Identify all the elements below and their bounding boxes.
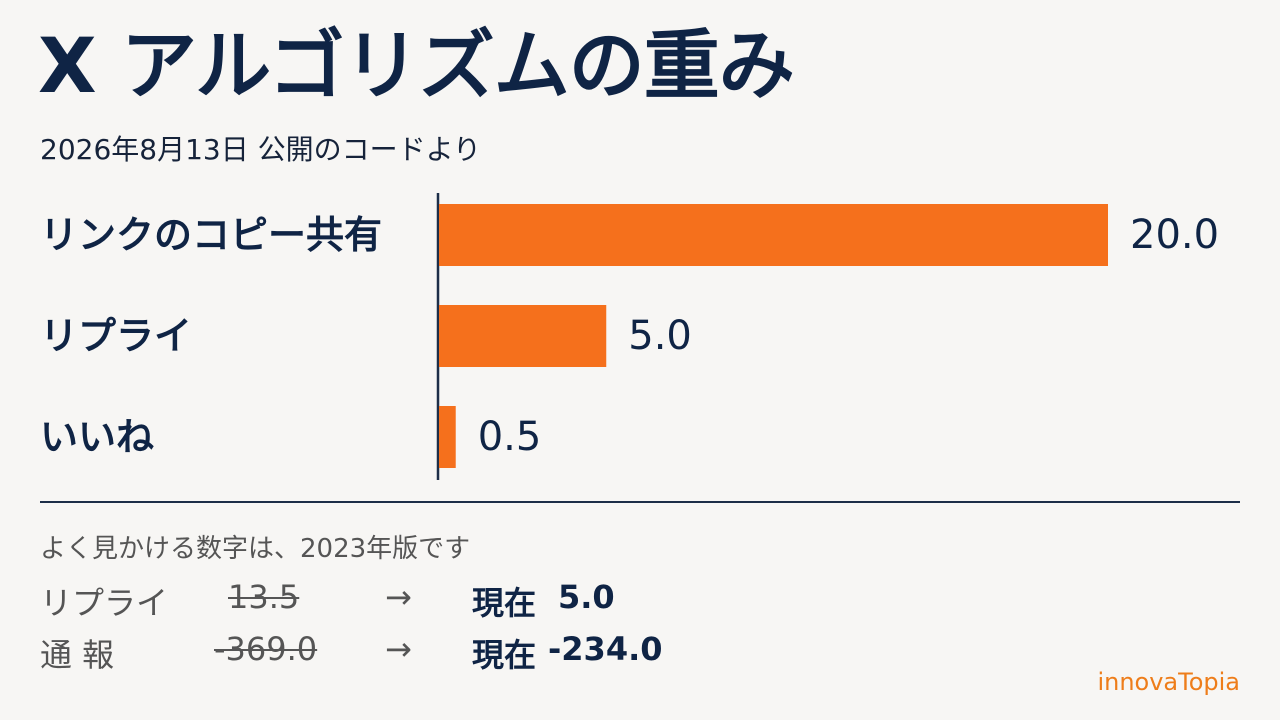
chart-title: X アルゴリズムの重み bbox=[38, 21, 795, 110]
note-text: よく見かける数字は、2023年版です bbox=[40, 534, 471, 564]
comparison-now-label: 現在 bbox=[472, 584, 537, 622]
category-label: リンクのコピー共有 bbox=[40, 213, 382, 257]
value-label: 5.0 bbox=[628, 313, 692, 359]
divider bbox=[40, 501, 1240, 503]
arrow-icon: → bbox=[385, 630, 412, 668]
comparison-new-value: 5.0 bbox=[558, 578, 615, 616]
comparison-name: リプライ bbox=[40, 584, 169, 622]
category-label: リプライ bbox=[40, 314, 192, 358]
bar bbox=[439, 305, 607, 367]
brand-logo-text: innovaTopia bbox=[1097, 668, 1240, 696]
bar-chart: リンクのコピー共有 20.0 リプライ 5.0 いいね 0.5 bbox=[40, 193, 1219, 480]
bar bbox=[439, 204, 1108, 266]
bar bbox=[439, 406, 456, 468]
comparison-row-report: 通 報 -369.0 → 現在 -234.0 bbox=[40, 630, 840, 674]
comparison-name: 通 報 bbox=[40, 636, 115, 674]
arrow-icon: → bbox=[385, 578, 412, 616]
value-label: 20.0 bbox=[1130, 212, 1219, 258]
chart-subtitle: 2026年8月13日 公開のコードより bbox=[40, 133, 482, 166]
comparison-new-value: -234.0 bbox=[548, 630, 663, 668]
comparison-old-value: 13.5 bbox=[228, 578, 300, 616]
comparison-now-label: 現在 bbox=[472, 636, 537, 674]
comparison-row-reply: リプライ 13.5 → 現在 5.0 bbox=[40, 578, 840, 622]
category-label: いいね bbox=[40, 415, 154, 459]
value-label: 0.5 bbox=[478, 414, 542, 460]
comparison-old-value: -369.0 bbox=[214, 630, 318, 668]
